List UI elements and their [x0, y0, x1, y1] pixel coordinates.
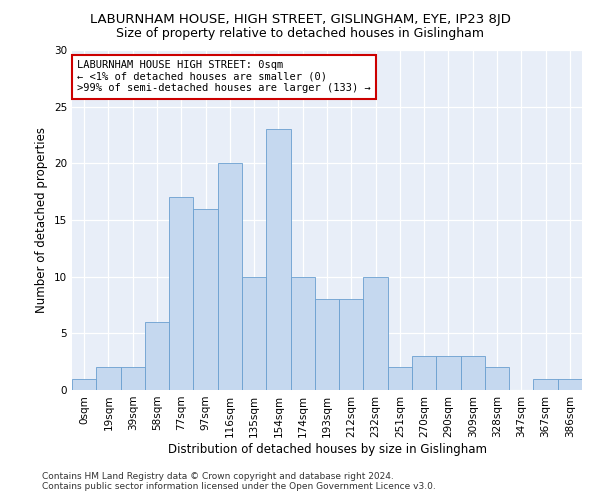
Bar [339, 300, 364, 390]
Y-axis label: Number of detached properties: Number of detached properties [35, 127, 49, 313]
Bar [461, 356, 485, 390]
Bar [72, 378, 96, 390]
Text: Size of property relative to detached houses in Gislingham: Size of property relative to detached ho… [116, 28, 484, 40]
Text: Contains HM Land Registry data © Crown copyright and database right 2024.: Contains HM Land Registry data © Crown c… [42, 472, 394, 481]
Bar [315, 300, 339, 390]
Bar [290, 276, 315, 390]
Bar [436, 356, 461, 390]
Text: LABURNHAM HOUSE HIGH STREET: 0sqm
← <1% of detached houses are smaller (0)
>99% : LABURNHAM HOUSE HIGH STREET: 0sqm ← <1% … [77, 60, 371, 94]
X-axis label: Distribution of detached houses by size in Gislingham: Distribution of detached houses by size … [167, 442, 487, 456]
Bar [533, 378, 558, 390]
Bar [485, 368, 509, 390]
Bar [242, 276, 266, 390]
Bar [121, 368, 145, 390]
Bar [193, 208, 218, 390]
Bar [145, 322, 169, 390]
Bar [364, 276, 388, 390]
Bar [412, 356, 436, 390]
Bar [388, 368, 412, 390]
Bar [169, 198, 193, 390]
Text: LABURNHAM HOUSE, HIGH STREET, GISLINGHAM, EYE, IP23 8JD: LABURNHAM HOUSE, HIGH STREET, GISLINGHAM… [89, 12, 511, 26]
Text: Contains public sector information licensed under the Open Government Licence v3: Contains public sector information licen… [42, 482, 436, 491]
Bar [96, 368, 121, 390]
Bar [558, 378, 582, 390]
Bar [218, 164, 242, 390]
Bar [266, 130, 290, 390]
